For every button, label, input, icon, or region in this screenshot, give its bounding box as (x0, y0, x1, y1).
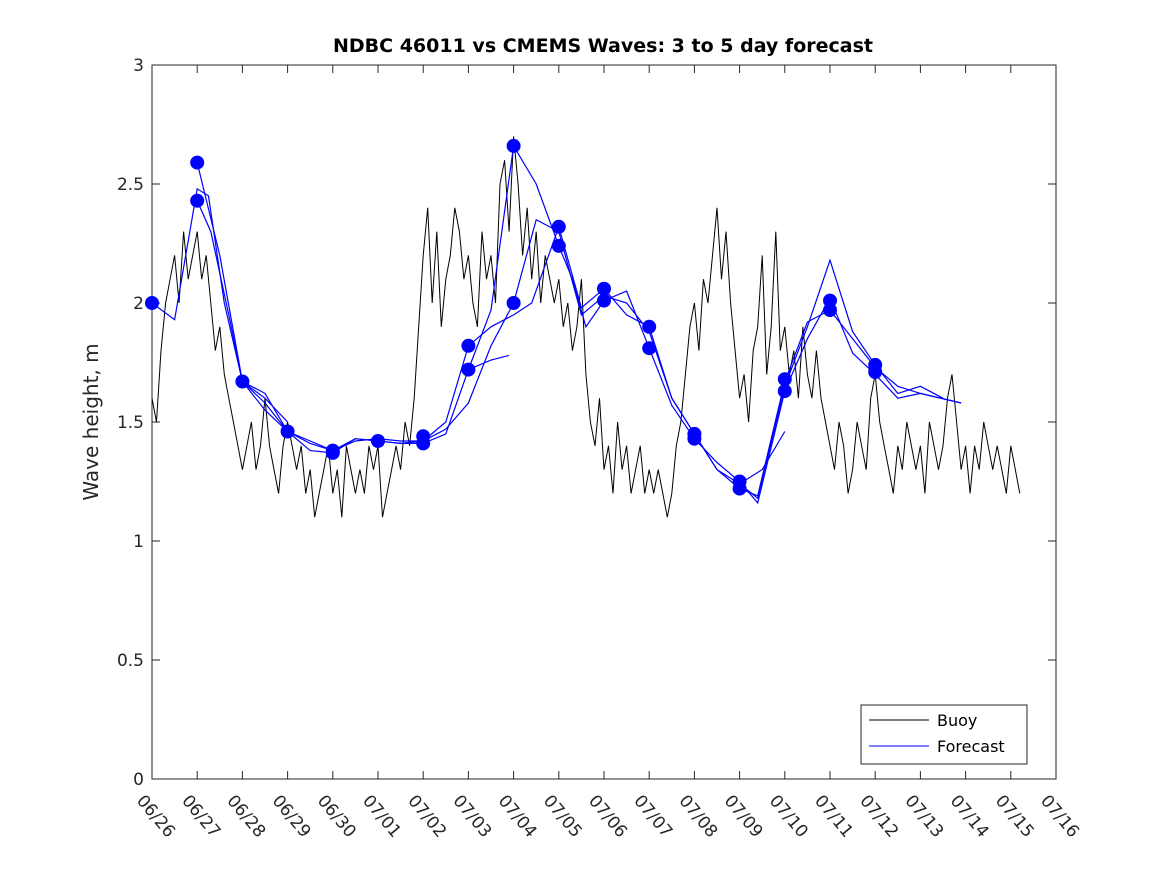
x-tick-label: 07/05 (539, 791, 586, 841)
forecast-marker-point (461, 362, 476, 377)
x-tick-label: 07/03 (449, 791, 496, 841)
forecast-marker-point (371, 434, 385, 448)
x-tick-label: 07/06 (584, 791, 631, 841)
y-tick-label: 1 (133, 532, 144, 552)
forecast-marker-point (190, 193, 205, 208)
forecast-series-line (151, 187, 944, 500)
forecast-series-line (739, 431, 786, 485)
x-tick-label: 07/16 (1036, 791, 1083, 841)
x-tick-label: 06/26 (132, 791, 179, 841)
forecast-marker-point (777, 372, 792, 387)
forecast-marker-point (280, 424, 295, 439)
forecast-marker-point (642, 319, 657, 334)
x-tick-label: 07/08 (675, 791, 722, 841)
marker-layer (145, 138, 883, 496)
axes-box (151, 64, 1057, 780)
y-tick-label: 0 (133, 770, 144, 790)
x-tick-label: 07/14 (946, 791, 993, 841)
y-tick-label: 1.5 (117, 413, 144, 433)
forecast-marker-point (461, 338, 476, 353)
x-tick-label: 07/12 (855, 791, 902, 841)
x-tick-label: 07/04 (494, 791, 541, 841)
x-tick-label: 07/02 (403, 791, 450, 841)
forecast-marker-point (597, 293, 611, 308)
forecast-series-line (468, 354, 510, 371)
x-tick-label: 06/30 (313, 791, 360, 841)
forecast-marker-point (416, 436, 431, 451)
y-tick-label: 2 (133, 294, 144, 314)
forecast-series-line (196, 162, 962, 497)
x-tick-label: 07/15 (991, 791, 1038, 841)
forecast-marker-point (551, 238, 566, 253)
y-tick-label: 2.5 (117, 175, 144, 195)
forecast-marker-point (190, 155, 205, 170)
forecast-marker-point (868, 365, 883, 379)
x-tick-label: 06/27 (177, 791, 224, 841)
x-tick-label: 07/01 (358, 791, 405, 841)
forecast-marker-point (642, 341, 657, 356)
x-tick-label: 07/07 (629, 791, 676, 841)
x-tick-label: 07/10 (765, 791, 812, 841)
forecast-series-line (242, 381, 289, 423)
forecast-marker-point (145, 296, 159, 310)
x-tick-label: 06/29 (268, 791, 315, 841)
forecast-marker-point (551, 219, 566, 234)
forecast-marker-point (506, 296, 521, 310)
y-tick-label: 3 (133, 56, 144, 76)
legend-buoy-label: Buoy (937, 711, 977, 730)
forecast-series-line (196, 144, 962, 505)
forecast-marker-point (325, 443, 340, 458)
legend: Buoy Forecast (860, 704, 1028, 765)
forecast-marker-point (235, 374, 250, 389)
y-tick-label: 0.5 (117, 651, 144, 671)
legend-box (860, 704, 1028, 765)
forecast-marker-point (597, 281, 611, 296)
y-axis: 0 0.5 1 1.5 2 2.5 3 (117, 56, 1056, 790)
forecast-marker-point (732, 481, 747, 496)
chart-title: NDBC 46011 vs CMEMS Waves: 3 to 5 day fo… (333, 35, 873, 57)
y-axis-label: Wave height, m (79, 343, 103, 500)
x-tick-label: 07/13 (901, 791, 948, 841)
x-tick-label: 06/28 (223, 791, 270, 841)
forecast-marker-point (687, 431, 702, 446)
forecast-marker-point (823, 303, 837, 318)
legend-forecast-label: Forecast (937, 737, 1005, 756)
x-tick-label: 07/11 (810, 791, 857, 841)
forecast-marker-point (506, 138, 521, 153)
x-tick-label: 07/09 (720, 791, 767, 841)
forecast-marker-point (777, 384, 792, 399)
